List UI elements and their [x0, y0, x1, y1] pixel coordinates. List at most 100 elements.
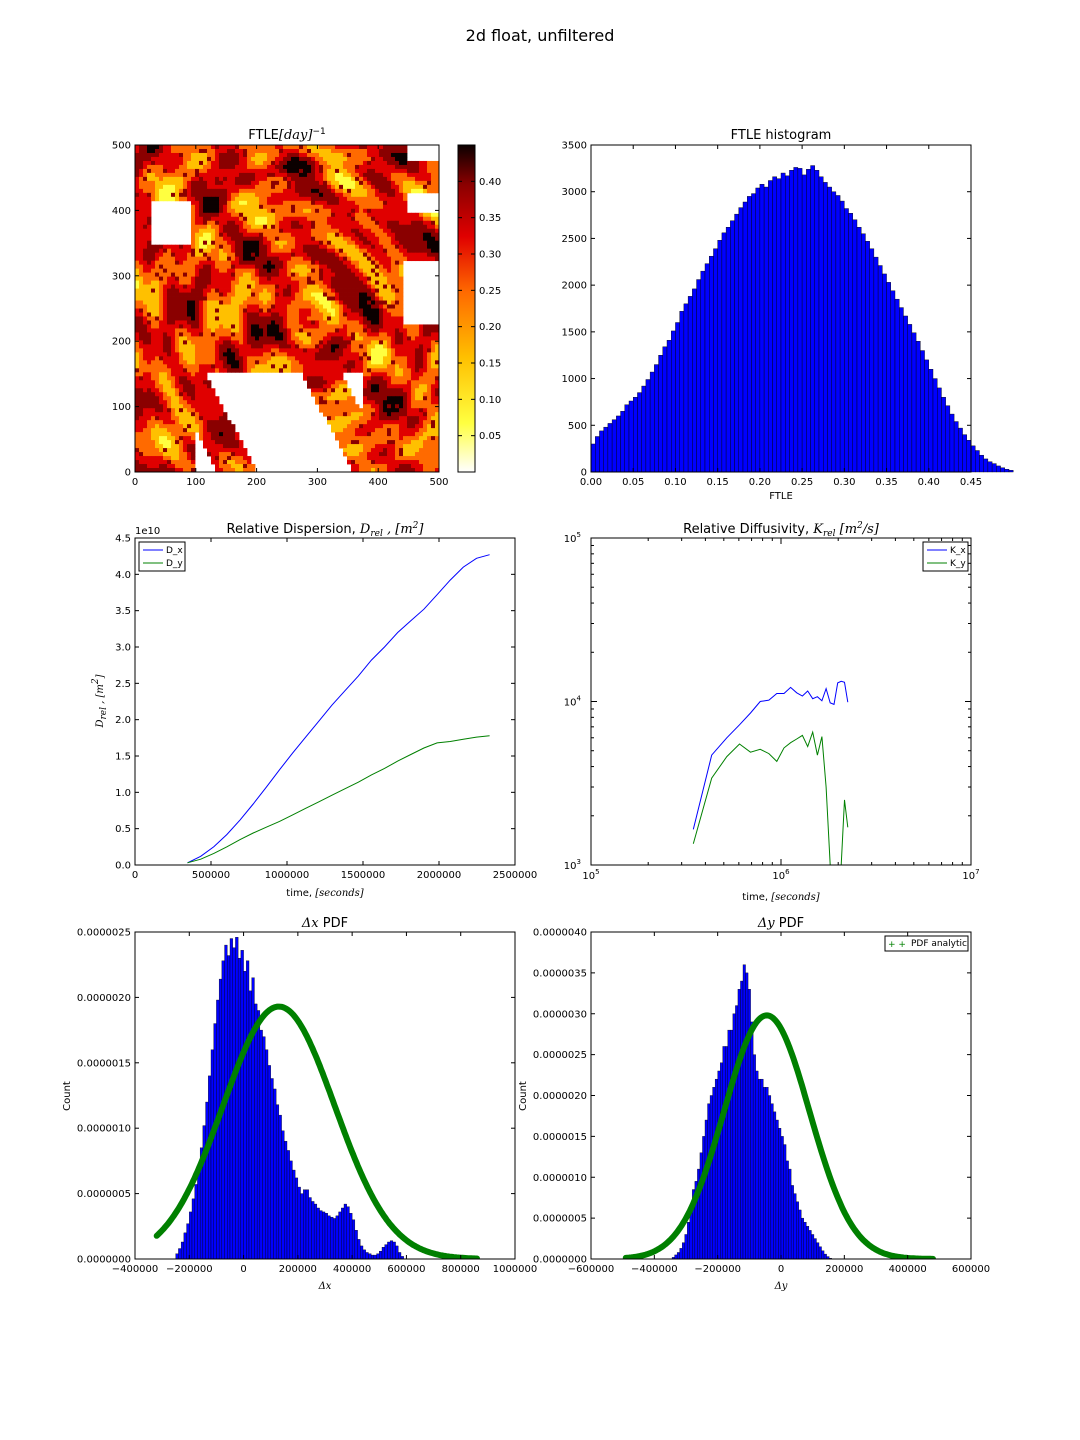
ftle-field-cell: [339, 180, 344, 186]
ftle-field-cell: [223, 204, 228, 210]
ftle-field-cell: [171, 256, 176, 262]
ftle-field-cell: [159, 416, 164, 421]
ftle-field-cell: [203, 172, 208, 178]
ftle-field-cell: [371, 440, 376, 445]
ftle-field-cell: [135, 376, 140, 381]
ftle-field-cell: [155, 448, 160, 453]
ftle-field-cell: [303, 280, 308, 285]
ftle-field-cell: [423, 344, 428, 349]
ftle-field-cell: [343, 332, 348, 337]
ftle-field-cell: [379, 272, 384, 277]
ftle-field-cell: [183, 404, 188, 409]
ftle-field-cell: [299, 308, 304, 313]
ftle-field-cell: [343, 244, 348, 250]
ftle-field-cell: [147, 156, 152, 162]
ftle-field-cell: [195, 204, 200, 210]
ftle-field-cell: [143, 188, 148, 194]
ftle-field-cell: [231, 152, 236, 158]
ftle-field-cell: [271, 244, 276, 250]
ftle-field-cell: [431, 240, 436, 246]
ftle-field-cell: [323, 288, 328, 293]
ftle-field-cell: [427, 436, 432, 441]
ftle-field-cell: [179, 424, 184, 429]
ftle-field-cell: [231, 224, 236, 230]
ftle-field-cell: [195, 236, 200, 242]
ftle-field-cell: [239, 176, 244, 182]
ftle-field-cell: [371, 400, 376, 405]
ftle-field-cell: [195, 348, 200, 353]
ftle-field-cell: [399, 428, 404, 433]
ftle-field-cell: [323, 292, 328, 297]
ftle-field-cell: [267, 184, 272, 190]
ftle-field-cell: [167, 412, 172, 417]
ftle-field-cell: [307, 196, 312, 202]
ftle-field-cell: [395, 324, 400, 329]
ftle-field-cell: [179, 296, 184, 301]
ftle-field-cell: [379, 248, 384, 254]
ftle-field-cell: [419, 420, 424, 425]
ftle-field-cell: [375, 348, 380, 353]
ftle-field-cell: [347, 352, 352, 357]
ftle-field-cell: [407, 424, 412, 429]
ftle-field-cell: [195, 220, 200, 226]
ftle-field-cell: [175, 280, 180, 285]
ftle-field-cell: [383, 280, 388, 285]
ftle-field-cell: [311, 348, 316, 353]
ftle-field-cell: [419, 224, 424, 230]
ftle-field-cell: [271, 348, 276, 353]
ftle-field-cell: [135, 304, 140, 309]
ftle-field-cell: [339, 208, 344, 214]
ftle-field-cell: [379, 372, 384, 377]
ftle-field-cell: [215, 204, 220, 210]
ftle-field-cell: [275, 164, 280, 170]
ftle-field-cell: [139, 152, 144, 158]
ftle-field-cell: [267, 360, 272, 365]
ftle-field-cell: [399, 296, 404, 301]
ftle-field-cell: [171, 196, 176, 202]
ftle-field-cell: [299, 364, 304, 369]
ftle-field-cell: [367, 252, 372, 258]
ftle-field-cell: [227, 364, 232, 369]
ftle-field-cell: [299, 280, 304, 285]
ftle-field-cell: [139, 304, 144, 309]
ftle-field-cell: [359, 240, 364, 246]
ftle-field-cell: [311, 272, 316, 277]
ftle-field-cell: [203, 196, 208, 202]
ftle-field-cell: [399, 280, 404, 285]
ftle-field-cell: [395, 416, 400, 421]
ftle-field-cell: [355, 336, 360, 341]
ftle-field-cell: [231, 232, 236, 238]
ftle-field-cell: [427, 324, 432, 329]
ftle-field-cell: [235, 228, 240, 234]
ftle-field-cell: [427, 428, 432, 433]
ftle-field-cell: [371, 276, 376, 281]
ftle-field-cell: [319, 384, 324, 389]
ftle-field-cell: [343, 164, 348, 170]
ftle-field-cell: [371, 196, 376, 202]
ftle-field-cell: [223, 424, 228, 429]
ftle-field-cell: [379, 336, 384, 341]
ftle-field-cell: [327, 180, 332, 186]
ftle-field-cell: [355, 332, 360, 337]
ftle-field-cell: [219, 288, 224, 293]
ftle-field-cell: [355, 240, 360, 246]
ftle-field-cell: [343, 145, 348, 150]
ftle-field-cell: [227, 160, 232, 166]
ftle-field-cell: [387, 180, 392, 186]
ftle-field-cell: [339, 248, 344, 254]
ftle-field-cell: [231, 324, 236, 329]
ftle-field-cell: [147, 228, 152, 234]
ftle-field-cell: [267, 236, 272, 242]
ftle-field-cell: [211, 176, 216, 182]
ftle-field-cell: [143, 220, 148, 226]
ftle-field-cell: [191, 428, 196, 433]
ftle-field-cell: [363, 264, 368, 270]
ftle-field-cell: [291, 156, 296, 162]
ftle-field-cell: [339, 192, 344, 198]
ftle-field-cell: [423, 228, 428, 234]
ftle-field-cell: [283, 228, 288, 234]
ftle-field-cell: [219, 256, 224, 262]
ftle-field-cell: [307, 208, 312, 214]
ftle-field-cell: [311, 260, 316, 266]
ftle-field-cell: [195, 148, 200, 154]
